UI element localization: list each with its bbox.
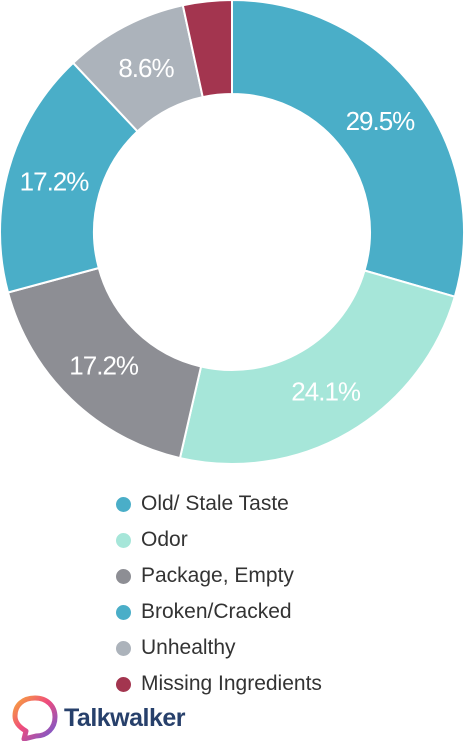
slice-data-label: 24.1%	[291, 377, 361, 407]
legend-swatch	[116, 640, 131, 656]
slice-data-label: 29.5%	[346, 106, 416, 136]
donut-slice	[178, 269, 457, 465]
legend-item: Unhealthy	[116, 630, 322, 666]
legend-item: Odor	[116, 522, 322, 558]
legend-swatch	[116, 568, 131, 584]
donut-chart: 29.5% 24.1% 17.2% 17.2% 8.6%	[0, 0, 464, 465]
slice-data-label: 17.2%	[20, 167, 90, 197]
chart-legend: Old/ Stale Taste Odor Package, Empty Broken…	[116, 486, 322, 702]
legend-label: Broken/Cracked	[141, 600, 292, 623]
legend-swatch	[116, 496, 131, 512]
legend-label: Unhealthy	[141, 636, 236, 659]
legend-label: Old/ Stale Taste	[141, 492, 289, 515]
legend-item: Package, Empty	[116, 558, 322, 594]
legend-swatch	[116, 676, 131, 692]
talkwalker-logo-icon	[12, 695, 58, 741]
donut-slice	[181, 0, 233, 99]
brand-logo: Talkwalker	[12, 694, 186, 742]
legend-label: Odor	[141, 528, 188, 551]
slice-data-label: 17.2%	[69, 350, 139, 380]
legend-item: Broken/Cracked	[116, 594, 322, 630]
legend-label: Package, Empty	[141, 564, 294, 587]
legend-item: Missing Ingredients	[116, 666, 322, 702]
brand-name: Talkwalker	[64, 703, 186, 732]
legend-item: Old/ Stale Taste	[116, 486, 322, 522]
legend-swatch	[116, 604, 131, 620]
legend-swatch	[116, 532, 131, 548]
legend-label: Missing Ingredients	[141, 672, 322, 695]
donut-slice	[231, 0, 464, 298]
slice-data-label: 8.6%	[118, 53, 174, 83]
